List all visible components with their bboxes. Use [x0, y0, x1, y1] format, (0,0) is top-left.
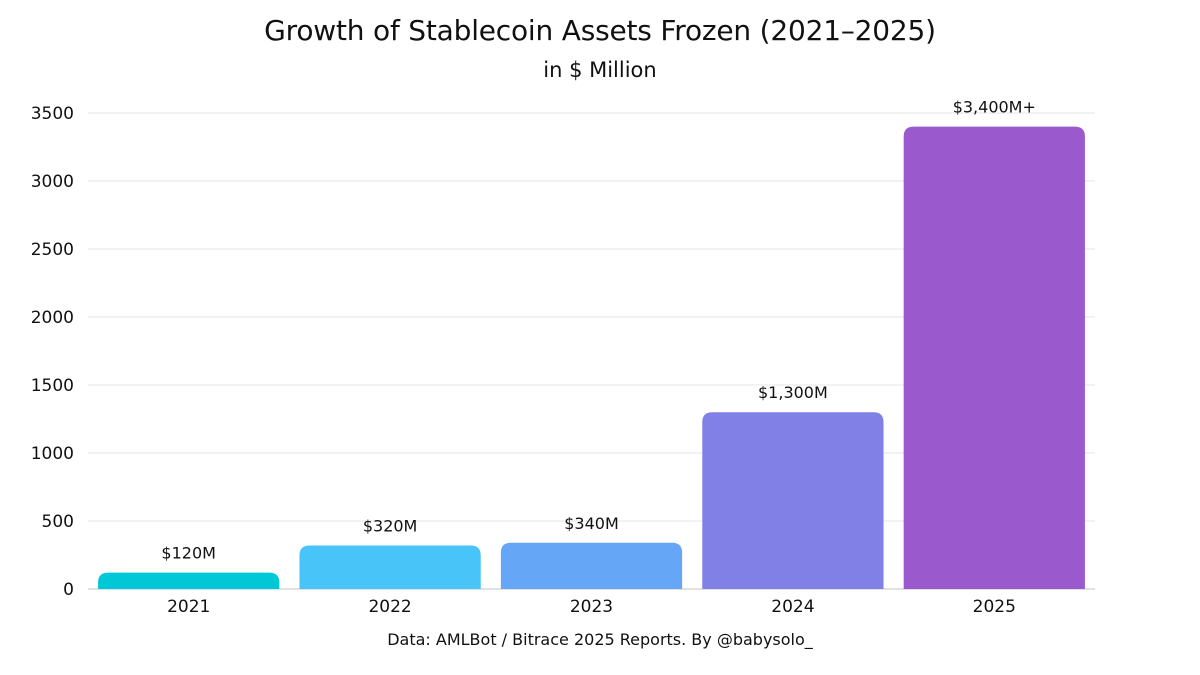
y-tick-label: 2000 — [31, 308, 74, 328]
source-note: Data: AMLBot / Bitrace 2025 Reports. By … — [387, 630, 813, 649]
bar-2021 — [98, 572, 280, 589]
y-tick-label: 3000 — [31, 172, 74, 192]
data-labels: $120M $320M $340M $1,300M $3,400M+ — [161, 98, 1035, 563]
y-tick-label: 0 — [63, 580, 74, 600]
y-tick-label: 3500 — [31, 104, 74, 124]
x-tick-label: 2023 — [570, 597, 613, 617]
chart-subtitle: in $ Million — [543, 58, 657, 82]
bar-2025 — [903, 126, 1085, 589]
x-tick-label: 2025 — [973, 597, 1016, 617]
x-axis-ticks: 2021 2022 2023 2024 2025 — [167, 597, 1016, 617]
data-label: $3,400M+ — [953, 98, 1036, 117]
y-tick-label: 500 — [42, 512, 74, 532]
x-tick-label: 2022 — [368, 597, 411, 617]
y-axis-ticks: 0 500 1000 1500 2000 2500 3000 3500 — [31, 104, 74, 600]
x-tick-label: 2021 — [167, 597, 210, 617]
chart-title: Growth of Stablecoin Assets Frozen (2021… — [264, 14, 936, 47]
y-tick-label: 2500 — [31, 240, 74, 260]
bar-2022 — [299, 545, 481, 589]
bars — [98, 126, 1085, 589]
bar-2024 — [702, 412, 884, 589]
data-label: $340M — [564, 514, 619, 533]
x-tick-label: 2024 — [771, 597, 814, 617]
data-label: $320M — [363, 516, 418, 535]
data-label: $120M — [161, 544, 216, 563]
y-tick-label: 1500 — [31, 376, 74, 396]
data-label: $1,300M — [758, 383, 828, 402]
y-tick-label: 1000 — [31, 444, 74, 464]
bar-2023 — [500, 542, 683, 589]
